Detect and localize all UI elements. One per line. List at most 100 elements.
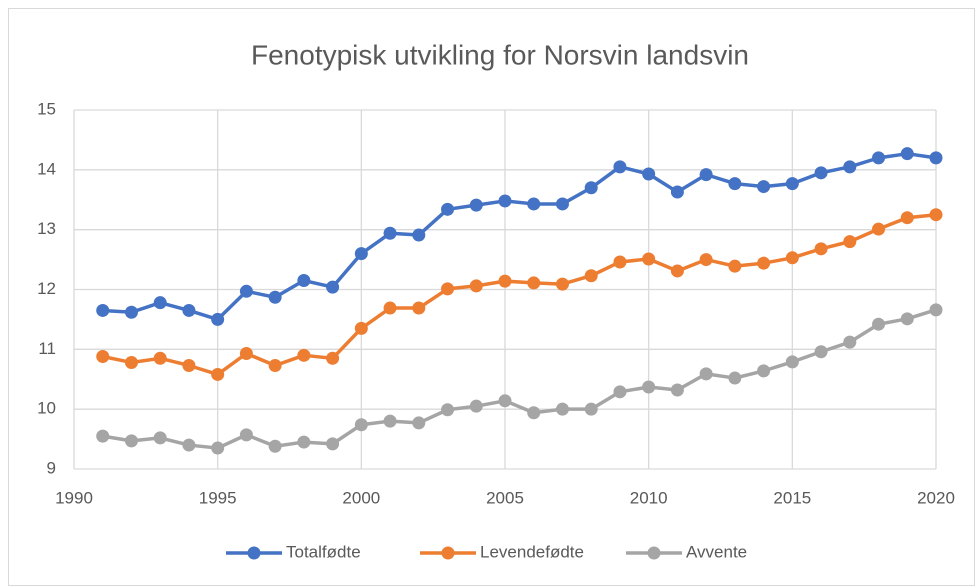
data-point [555,402,569,416]
x-tick-label: 2000 [342,488,380,507]
data-point [326,437,340,451]
data-point [929,208,943,222]
data-point [785,177,799,191]
data-point [469,198,483,212]
x-tick-label: 2010 [630,488,668,507]
data-point [699,367,713,381]
data-point [211,441,225,455]
x-tick-label: 2005 [486,488,524,507]
data-point [211,367,225,381]
legend-marker [441,546,455,560]
data-point [613,160,627,174]
data-point [383,226,397,240]
data-point [843,235,857,249]
data-point [699,253,713,267]
data-point [326,351,340,365]
data-point [613,255,627,269]
data-point [268,290,282,304]
data-point [239,284,253,298]
data-point [354,247,368,261]
data-point [670,185,684,199]
data-point [670,264,684,278]
chart-title: Fenotypisk utvikling for Norsvin landsvi… [251,39,749,70]
data-point [412,301,426,315]
data-point [872,151,886,165]
data-point [383,414,397,428]
x-tick-label: 2020 [917,488,955,507]
y-tick-label: 12 [37,279,56,298]
data-point [412,228,426,242]
data-point [814,166,828,180]
data-point [182,358,196,372]
data-point [757,180,771,194]
y-tick-label: 10 [37,399,56,418]
data-point [96,350,110,364]
data-point [757,364,771,378]
data-point [900,211,914,225]
data-point [584,181,598,195]
data-point [555,277,569,291]
data-point [153,351,167,365]
data-point [785,355,799,369]
data-point [469,399,483,413]
data-point [297,435,311,449]
data-point [297,274,311,288]
legend-label: Levendefødte [480,542,584,561]
data-point [929,151,943,165]
legend-label: Avvente [686,542,747,561]
legend-marker [647,546,661,560]
y-tick-label: 9 [47,458,56,477]
data-point [900,312,914,326]
data-point [153,431,167,445]
data-point [268,358,282,372]
data-point [527,276,541,290]
data-point [412,416,426,430]
data-point [182,303,196,317]
data-point [498,274,512,288]
y-tick-label: 14 [37,159,56,178]
data-point [527,406,541,420]
y-tick-label: 11 [38,339,56,358]
data-point [929,303,943,317]
data-point [872,222,886,236]
data-point [153,296,167,310]
data-point [584,269,598,283]
data-point [124,305,138,319]
data-point [527,197,541,211]
data-point [843,335,857,349]
x-tick-label: 1990 [55,488,93,507]
y-tick-label: 13 [37,219,56,238]
data-point [239,347,253,361]
data-point [613,385,627,399]
data-point [642,380,656,394]
data-point [96,429,110,443]
data-point [268,439,282,453]
data-point [642,167,656,181]
data-point [239,428,253,442]
data-point [441,403,455,417]
legend-marker [247,546,261,560]
data-point [124,434,138,448]
x-tick-label: 1995 [199,488,237,507]
data-point [441,202,455,216]
data-point [814,242,828,256]
data-point [757,256,771,270]
chart-frame [8,8,975,586]
x-tick-label: 2015 [773,488,811,507]
data-point [383,301,397,315]
y-tick-label: 15 [37,99,56,118]
data-point [814,345,828,359]
data-point [670,383,684,397]
data-point [699,168,713,182]
data-point [642,252,656,266]
data-point [555,197,569,211]
data-point [498,194,512,208]
data-point [728,371,742,385]
data-point [182,438,196,452]
data-point [124,355,138,369]
data-point [441,282,455,296]
data-point [584,402,598,416]
data-point [354,321,368,335]
data-point [354,418,368,432]
